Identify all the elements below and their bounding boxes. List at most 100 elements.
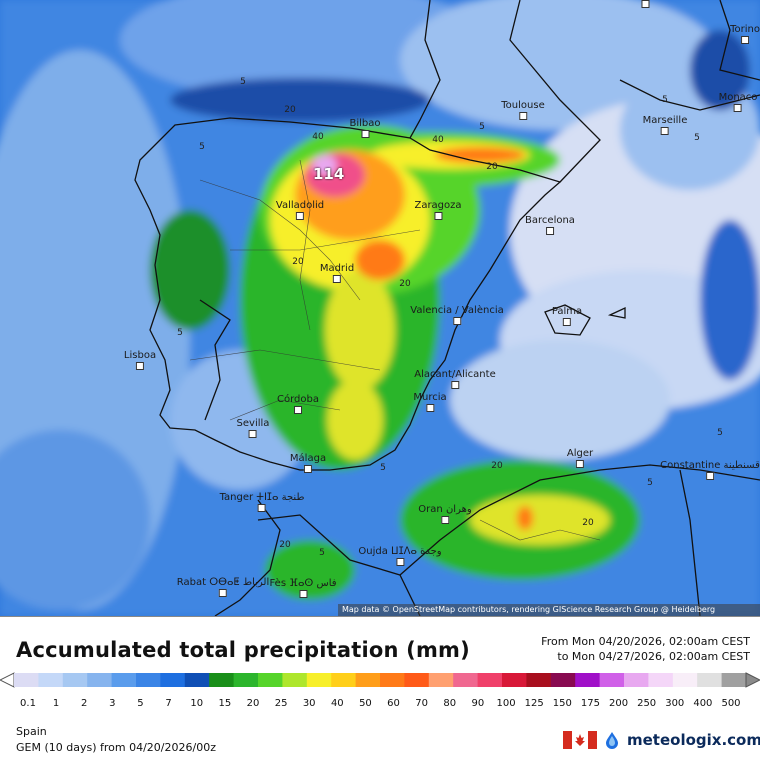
legend-tick-label: 80 — [443, 698, 457, 709]
range-from: From Mon 04/20/2026, 02:00am CEST — [541, 635, 750, 648]
legend-swatch — [136, 673, 161, 687]
legend-tick-label: 15 — [218, 698, 232, 709]
city-label: Oujda ⵡⵊⴷⴰ وجدة — [358, 546, 442, 566]
city-label: Zaragoza — [414, 200, 462, 220]
contour-label: 40 — [432, 135, 444, 145]
legend-tick-label: 60 — [387, 698, 400, 709]
contour-label: 5 — [177, 328, 183, 338]
legend-swatch — [502, 673, 527, 687]
legend-swatch — [550, 673, 576, 687]
contour-label: 20 — [399, 279, 411, 289]
legend-tick-label: 400 — [693, 698, 713, 709]
legend-tick-label: 5 — [137, 698, 144, 709]
legend-tick-label: 125 — [524, 698, 544, 709]
legend-tick-label: 70 — [415, 698, 429, 709]
legend-swatch — [624, 673, 649, 687]
city-label: Constantine قسنطينة — [660, 460, 760, 480]
city-label: Fès ⴼⴰⵙ فاس — [269, 578, 337, 598]
contour-label: 5 — [240, 77, 246, 87]
legend-swatch — [575, 673, 601, 687]
legend-tick-label: 300 — [665, 698, 685, 709]
precipitation-legend-bar — [0, 672, 760, 688]
legend-tick-label: 7 — [165, 698, 172, 709]
footer-panel — [0, 616, 760, 761]
legend-tick-label: 150 — [552, 698, 572, 709]
contour-label: 5 — [479, 122, 485, 132]
legend-swatch — [721, 673, 747, 687]
contour-label: 5 — [319, 548, 325, 558]
legend-swatch — [648, 673, 674, 687]
legend-swatch — [331, 673, 357, 687]
city-label: Valencia / València — [410, 305, 504, 325]
legend-swatch — [184, 673, 210, 687]
legend-swatch — [282, 673, 308, 687]
legend-swatch — [672, 673, 698, 687]
contour-label: 20 — [491, 461, 503, 471]
legend-tick-label: 200 — [608, 698, 629, 709]
legend-swatch — [14, 673, 39, 687]
city-label: Lyon — [633, 0, 656, 8]
legend-swatch — [38, 673, 64, 687]
legend-tick-label: 20 — [246, 698, 260, 709]
legend-swatch — [697, 673, 723, 687]
city-label: Toulouse — [501, 100, 545, 120]
contour-label: 40 — [312, 132, 324, 142]
legend-tick-label: 175 — [580, 698, 600, 709]
region-label: Spain — [16, 725, 47, 738]
legend-tick-label: 90 — [471, 698, 485, 709]
city-label: Valladolid — [276, 200, 324, 220]
city-label: Lisboa — [124, 350, 156, 370]
brand-name: meteologix.com — [627, 731, 760, 749]
legend-arrow-left — [0, 672, 15, 688]
legend-tick-label: 25 — [274, 698, 288, 709]
legend-tick-label: 2 — [81, 698, 88, 709]
map-canvas — [0, 0, 760, 616]
legend-tick-label: 50 — [359, 698, 372, 709]
contour-label: 20 — [582, 518, 594, 528]
city-label: Murcia — [413, 392, 447, 412]
legend-arrow-right — [745, 672, 760, 688]
city-label: Barcelona — [525, 215, 575, 235]
city-label: Oran وهران — [418, 504, 472, 524]
legend-swatch — [160, 673, 186, 687]
contour-label: 5 — [647, 478, 653, 488]
legend-swatch — [355, 673, 381, 687]
contour-label: 5 — [662, 95, 668, 105]
city-label: Madrid — [320, 263, 354, 283]
legend-tick-label: 10 — [190, 698, 204, 709]
city-label: Tanger ⵜⵏⵊⴰ طنجة — [220, 492, 304, 512]
legend-swatch — [111, 673, 137, 687]
legend-tick-label: 100 — [496, 698, 516, 709]
contour-label: 20 — [284, 105, 296, 115]
legend-tick-label: 500 — [721, 698, 741, 709]
precipitation-map: Lyon Torino Monaco Marseille Toulouse Bilbao V… — [0, 0, 760, 616]
city-label: Bilbao — [349, 118, 381, 138]
contour-label: 5 — [694, 133, 700, 143]
legend-swatch — [380, 673, 405, 687]
model-run-label: GEM (10 days) from 04/20/2026/00z — [16, 741, 216, 754]
city-label: Málaga — [290, 453, 326, 473]
legend-swatch — [404, 673, 430, 687]
canada-flag-icon — [563, 731, 597, 749]
city-label: Monaco — [719, 92, 757, 112]
contour-label: 20 — [486, 162, 498, 172]
city-label: Alacant/Alicante — [414, 369, 496, 389]
brand-logo[interactable]: meteologix.com — [563, 731, 760, 749]
legend-swatch — [62, 673, 88, 687]
city-label: Torino — [730, 24, 760, 44]
contour-label: 5 — [717, 428, 723, 438]
city-label: Palma — [552, 306, 582, 326]
legend-swatch — [209, 673, 235, 687]
legend-tick-label: 30 — [302, 698, 316, 709]
city-label: Sevilla — [237, 418, 269, 438]
legend-swatch — [258, 673, 283, 687]
map-attribution[interactable]: Map data © OpenStreetMap contributors, r… — [338, 604, 760, 616]
contour-label: 5 — [199, 142, 205, 152]
range-to: to Mon 04/27/2026, 02:00am CEST — [557, 650, 750, 663]
legend-tick-label: 250 — [637, 698, 657, 709]
city-label: Alger — [567, 448, 593, 468]
legend-swatch — [599, 673, 625, 687]
city-label: Rabat ⵔⴱⴰⵟ الرباط — [177, 577, 269, 597]
max-value-label: 114 — [313, 165, 345, 183]
legend-swatch — [477, 673, 503, 687]
